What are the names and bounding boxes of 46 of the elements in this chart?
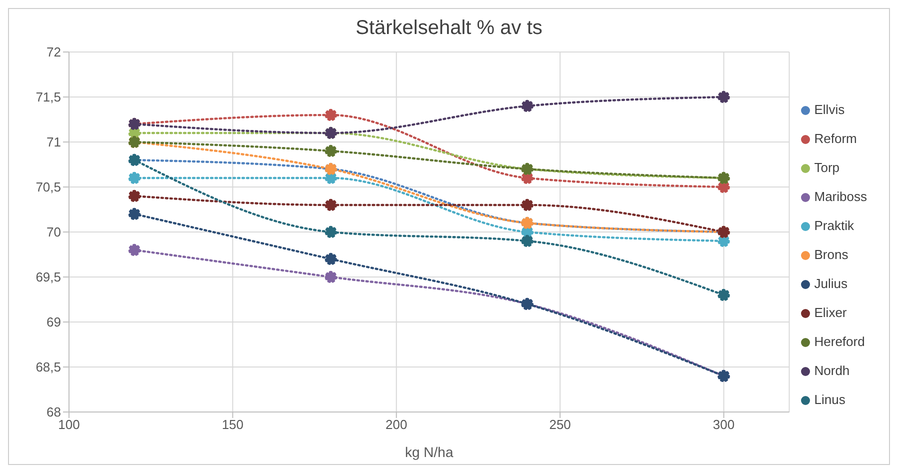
point bbox=[521, 100, 534, 112]
point bbox=[324, 270, 338, 284]
point bbox=[521, 172, 534, 184]
point bbox=[718, 234, 730, 248]
point bbox=[521, 198, 534, 212]
legend-label: Praktik bbox=[814, 218, 854, 233]
point bbox=[324, 252, 338, 266]
x-axis-title: kg N/ha bbox=[405, 444, 454, 460]
y-tick-label: 71 bbox=[46, 134, 61, 150]
legend-label: Mariboss bbox=[814, 189, 867, 204]
legend-label: Julius bbox=[814, 276, 848, 291]
legend-label: Nordh bbox=[814, 363, 850, 378]
x-tick-label: 100 bbox=[58, 417, 80, 432]
legend-label: Elixer bbox=[814, 305, 847, 320]
legend-label: Linus bbox=[814, 392, 846, 407]
point bbox=[718, 288, 730, 302]
y-tick-label: 69 bbox=[46, 314, 61, 330]
y-tick-label: 69,5 bbox=[36, 270, 61, 285]
legend-label: Brons bbox=[814, 247, 848, 262]
y-tick-label: 68 bbox=[46, 404, 61, 420]
legend-label: Reform bbox=[814, 131, 857, 146]
legend-label: Torp bbox=[814, 160, 840, 175]
legend-label: Hereford bbox=[814, 334, 865, 349]
point bbox=[324, 172, 338, 184]
point bbox=[128, 190, 141, 202]
x-tick-label: 150 bbox=[222, 417, 244, 432]
point bbox=[718, 180, 730, 194]
legend-label: Ellvis bbox=[814, 102, 845, 117]
point bbox=[128, 208, 141, 220]
point bbox=[324, 108, 338, 122]
y-tick-label: 70 bbox=[46, 224, 61, 240]
chart-title: Stärkelsehalt % av ts bbox=[356, 17, 542, 39]
y-tick-label: 70,5 bbox=[36, 180, 61, 195]
x-tick-label: 250 bbox=[549, 417, 571, 432]
y-tick-label: 71,5 bbox=[36, 90, 61, 105]
y-tick-label: 68,5 bbox=[36, 360, 61, 375]
point bbox=[324, 226, 338, 238]
x-tick-label: 200 bbox=[386, 417, 408, 432]
point bbox=[128, 172, 141, 184]
point bbox=[718, 90, 730, 104]
point bbox=[324, 198, 338, 212]
point bbox=[128, 244, 141, 256]
point bbox=[521, 234, 534, 248]
point bbox=[324, 144, 338, 158]
y-tick-label: 72 bbox=[46, 44, 61, 60]
x-tick-label: 300 bbox=[712, 417, 735, 432]
